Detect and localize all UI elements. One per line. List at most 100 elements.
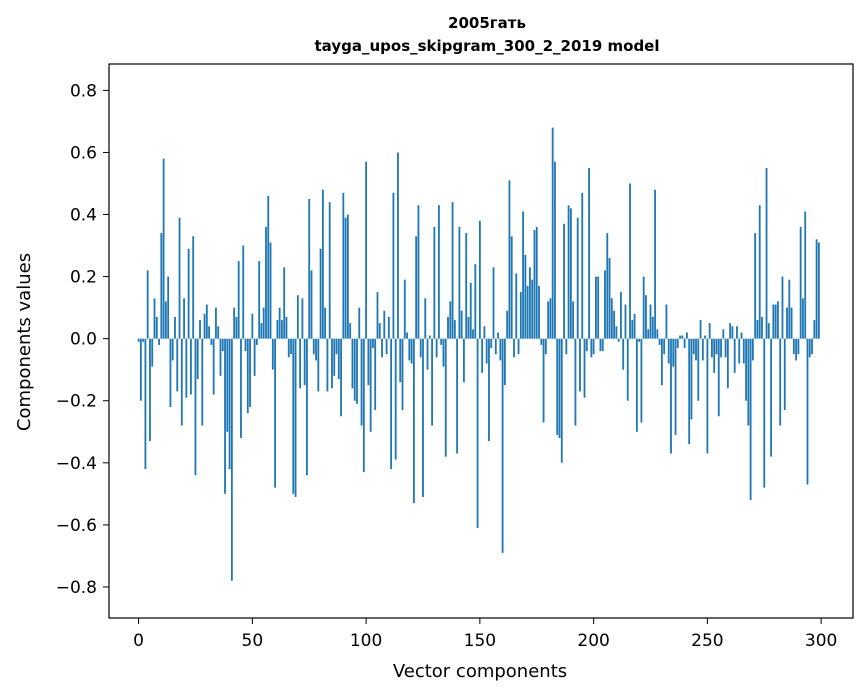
- bar-14: [169, 338, 172, 407]
- bar-234: [670, 338, 672, 454]
- bar-276: [765, 167, 768, 339]
- bar-229: [658, 338, 661, 345]
- bar-279: [772, 304, 775, 339]
- bar-24: [192, 236, 195, 339]
- bar-54: [260, 323, 263, 339]
- bar-235: [672, 338, 675, 367]
- bar-247: [699, 320, 702, 339]
- bar-199: [590, 338, 593, 358]
- bar-284: [783, 338, 786, 411]
- bar-244: [692, 338, 695, 355]
- bar-251: [708, 323, 711, 339]
- bar-47: [244, 338, 247, 352]
- y-axis-ticks: −0.8 −0.6 −0.4 −0.2 0.0 0.2 0.4 0.6 0.8: [56, 81, 109, 598]
- bar-130: [433, 226, 436, 339]
- bar-252: [711, 338, 713, 358]
- bar-173: [531, 279, 534, 339]
- bar-281: [777, 301, 779, 339]
- bar-79: [317, 338, 320, 392]
- bar-213: [622, 338, 625, 370]
- bar-19: [180, 338, 183, 426]
- bar-22: [187, 248, 190, 339]
- bar-107: [381, 338, 383, 358]
- bar-118: [406, 332, 408, 339]
- bar-34: [215, 307, 217, 339]
- bar-299: [817, 242, 820, 339]
- bar-162: [506, 310, 509, 339]
- bar-12: [164, 301, 167, 339]
- bar-238: [679, 335, 681, 339]
- bar-298: [815, 239, 818, 339]
- bar-209: [613, 310, 616, 339]
- bar-218: [633, 313, 636, 339]
- bar-114: [397, 152, 399, 339]
- bar-258: [724, 338, 727, 358]
- x-tick-label: 0: [133, 631, 144, 651]
- bar-102: [369, 338, 372, 432]
- bar-106: [378, 323, 381, 339]
- bar-134: [442, 338, 445, 367]
- bar-63: [281, 320, 283, 339]
- bar-124: [419, 338, 422, 358]
- bar-93: [349, 323, 352, 339]
- bar-193: [576, 217, 579, 339]
- bar-17: [176, 338, 179, 392]
- bar-184: [556, 338, 559, 435]
- bar-28: [201, 338, 204, 426]
- bar-178: [542, 338, 545, 423]
- bar-38: [224, 338, 226, 494]
- chart-title-line2: tayga_upos_skipgram_300_2_2019 model: [315, 37, 660, 55]
- bar-197: [585, 338, 588, 352]
- bar-21: [185, 338, 188, 398]
- bar-292: [802, 298, 804, 339]
- bar-215: [626, 338, 629, 401]
- bar-31: [208, 326, 211, 339]
- bar-16: [174, 316, 176, 339]
- bar-13: [167, 276, 170, 339]
- bar-206: [606, 233, 609, 339]
- bar-56: [265, 226, 267, 339]
- bar-126: [424, 298, 427, 339]
- bar-30: [205, 304, 208, 339]
- bar-177: [540, 338, 543, 345]
- bar-154: [488, 338, 490, 442]
- x-tick-label: 250: [691, 631, 723, 651]
- bar-211: [617, 338, 620, 342]
- x-axis-label: Vector components: [393, 661, 567, 682]
- bar-119: [408, 338, 411, 361]
- bar-181: [549, 298, 552, 339]
- bar-290: [797, 338, 800, 355]
- bar-40: [228, 338, 231, 470]
- bar-6: [151, 338, 154, 367]
- bar-26: [196, 338, 199, 380]
- bar-196: [583, 338, 586, 398]
- bar-240: [683, 338, 686, 348]
- bar-288: [792, 338, 795, 355]
- bar-143: [463, 338, 465, 383]
- bar-81: [321, 189, 324, 339]
- bar-29: [203, 313, 206, 339]
- bar-190: [569, 208, 572, 339]
- bar-282: [779, 338, 782, 426]
- y-tick-label: −0.2: [56, 392, 97, 412]
- bar-243: [690, 338, 693, 420]
- bar-153: [485, 338, 488, 364]
- bar-255: [717, 338, 720, 417]
- bar-265: [740, 332, 743, 339]
- bar-46: [242, 245, 245, 339]
- bar-55: [262, 307, 265, 339]
- bar-140: [456, 338, 459, 454]
- bar-15: [171, 338, 174, 361]
- bar-232: [665, 304, 668, 339]
- bar-207: [608, 257, 611, 339]
- bar-142: [460, 310, 463, 339]
- bar-69: [294, 338, 297, 497]
- bar-217: [631, 320, 634, 339]
- bar-9: [158, 338, 160, 345]
- bar-37: [221, 338, 224, 352]
- bar-8: [155, 316, 158, 339]
- bar-224: [647, 329, 650, 339]
- bar-270: [751, 338, 754, 361]
- bar-172: [529, 267, 531, 339]
- bar-96: [356, 338, 358, 404]
